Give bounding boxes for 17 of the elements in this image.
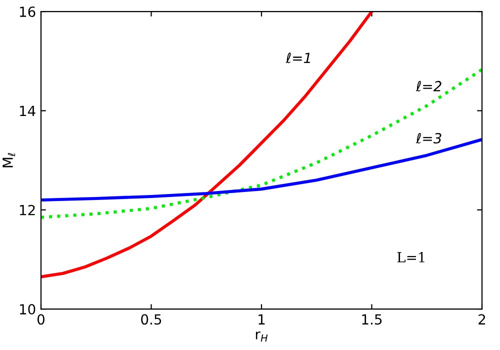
x-tick-label: 0.5 — [141, 314, 162, 325]
x-tick-label: 0 — [37, 314, 44, 325]
annotation: L=1 — [397, 252, 424, 262]
y-axis-title: M$_{ℓ}$ — [2, 153, 16, 168]
y-tick-label: 16 — [20, 6, 36, 18]
y-tick-label: 12 — [20, 204, 35, 216]
y-tick-label: 10 — [20, 304, 36, 315]
x-tick-label: 1 — [258, 314, 265, 324]
x-axis-title: r$_{H}$ — [256, 332, 268, 342]
annotation: ℓ=3 — [416, 133, 442, 144]
y-tick-label: 14 — [20, 106, 36, 116]
x-tick-label: 2 — [478, 314, 486, 324]
annotation: ℓ=1 — [286, 52, 310, 64]
line-series — [41, 12, 374, 278]
line-series — [41, 68, 482, 219]
annotation: ℓ=2 — [416, 80, 442, 92]
x-tick-label: 1.5 — [362, 314, 382, 325]
